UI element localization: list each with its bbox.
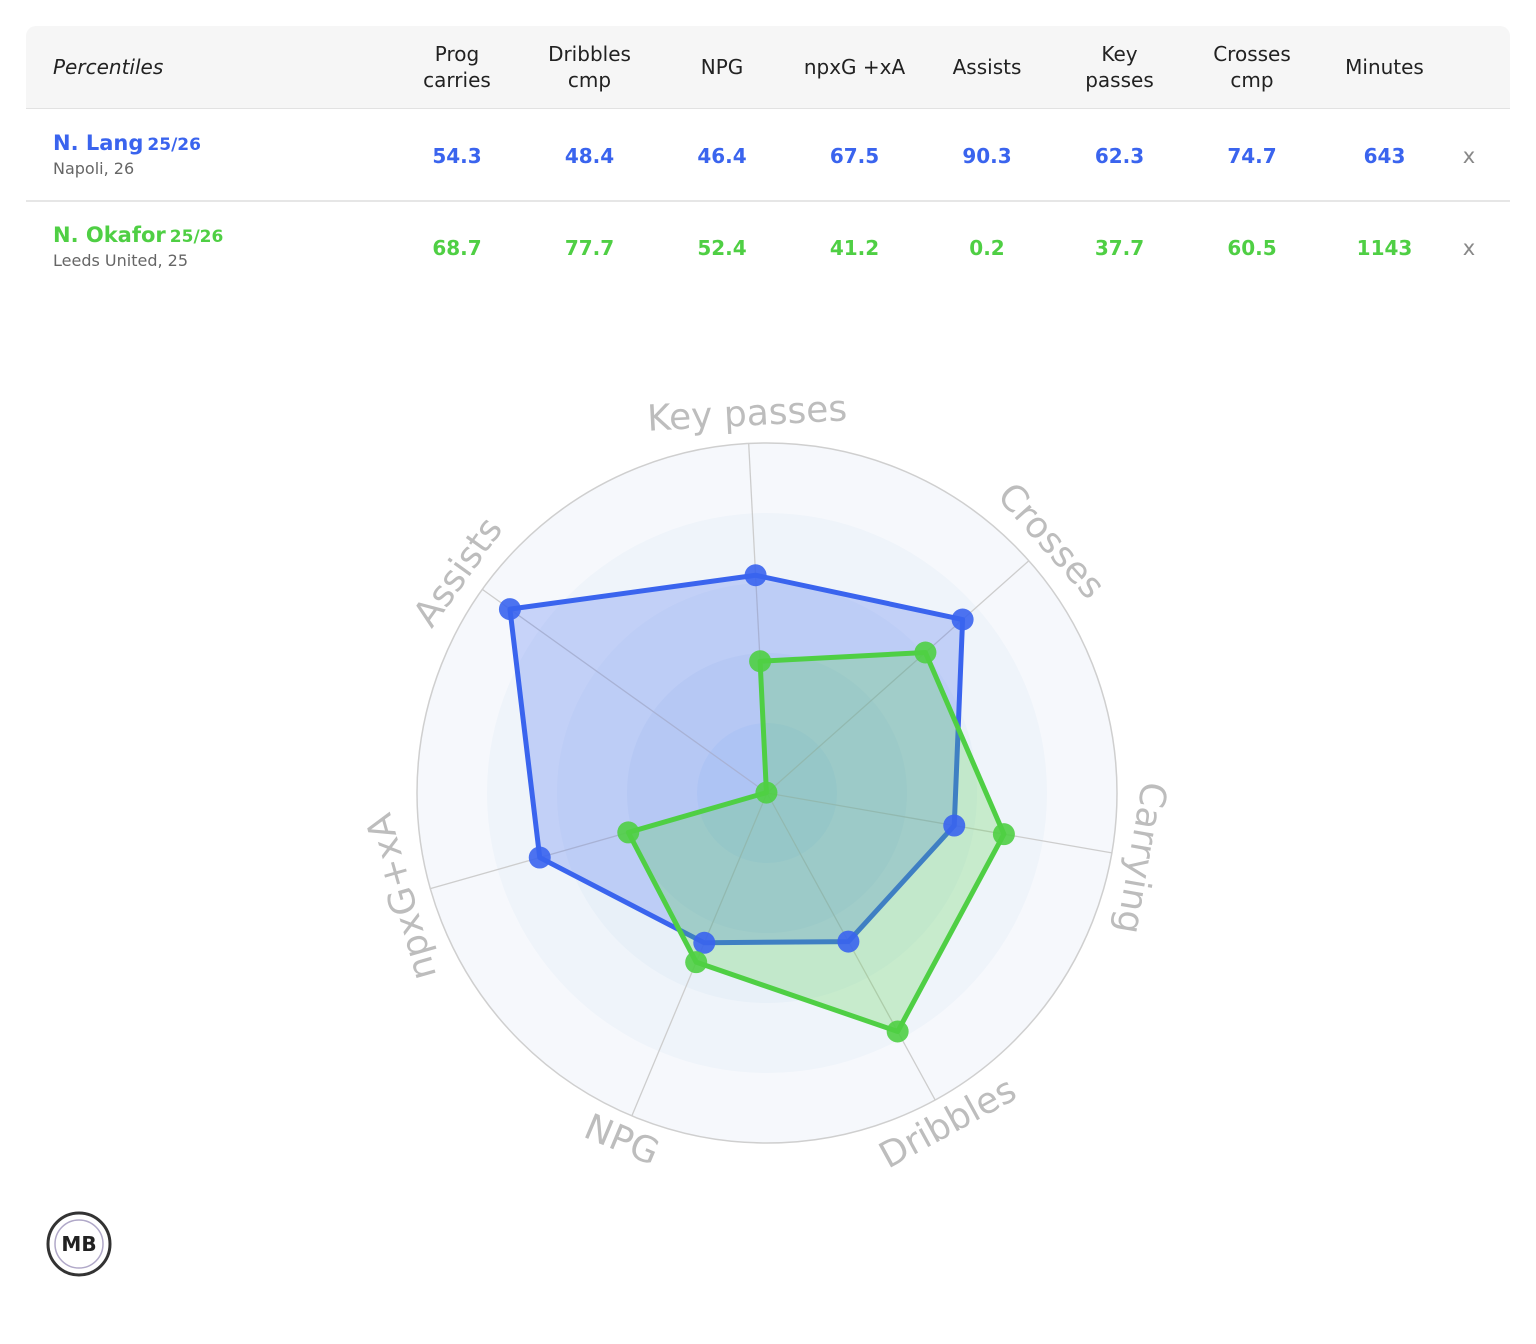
- axis-label: Crosses: [989, 475, 1112, 607]
- row-separator: [26, 200, 1510, 202]
- data-point: [951, 608, 974, 631]
- data-point: [685, 951, 708, 974]
- data-point: [755, 781, 778, 804]
- column-header: Dribbles cmp: [548, 42, 631, 92]
- data-point: [886, 1020, 909, 1043]
- axis-spoke: [631, 792, 768, 1117]
- player-info: Napoli, 26: [53, 159, 135, 178]
- axis-spoke: [748, 443, 768, 794]
- name: N. Lang: [53, 131, 144, 155]
- player-name: N. Lang 25/26: [53, 131, 201, 155]
- data-point: [943, 814, 966, 837]
- stat-value: 77.7: [564, 236, 615, 260]
- grid-ring: [557, 583, 977, 1003]
- axis-spoke: [430, 792, 768, 890]
- comparison-table: Percentiles Prog carries Dribbles cmp NPG np…: [26, 26, 1510, 292]
- grid-ring: [416, 442, 1118, 1144]
- remove-button[interactable]: x: [1462, 236, 1476, 260]
- column-header: Percentiles: [53, 55, 164, 79]
- player-info: Leeds United, 25: [53, 251, 188, 270]
- stat-value: 0.2: [969, 236, 1005, 260]
- stat-value: 41.2: [829, 236, 880, 260]
- logo: MB: [46, 1211, 112, 1277]
- stat-value: 37.7: [1094, 236, 1145, 260]
- column-header: npxG +xA: [803, 55, 906, 79]
- stat-value: 48.4: [564, 144, 615, 168]
- data-point: [744, 564, 767, 587]
- season: 25/26: [169, 227, 224, 247]
- logo-text: MB: [61, 1232, 96, 1256]
- data-point: [837, 930, 860, 953]
- season: 25/26: [147, 135, 201, 155]
- column-header: Crosses cmp: [1213, 42, 1291, 92]
- data-point: [693, 931, 716, 954]
- series-area: [507, 572, 966, 946]
- grid-ring: [697, 723, 837, 863]
- axis-label: Key passes: [646, 388, 848, 439]
- axis-label: Assists: [406, 510, 511, 635]
- stat-value: 62.3: [1094, 144, 1145, 168]
- player-name: N. Okafor 25/26: [53, 223, 223, 247]
- series-area: [625, 649, 1007, 1035]
- axis-label: NPG: [578, 1107, 664, 1174]
- axis-label: Dribbles: [873, 1069, 1023, 1177]
- stat-value: 74.7: [1227, 144, 1277, 168]
- name: N. Okafor: [53, 223, 166, 247]
- grid-ring: [487, 513, 1047, 1073]
- stat-value: 68.7: [432, 236, 482, 260]
- stat-value: 1143: [1356, 236, 1413, 260]
- axis-label: npxG+xA: [359, 809, 445, 985]
- column-header: Minutes: [1345, 55, 1424, 79]
- stat-value: 52.4: [697, 236, 747, 260]
- axis-label: Carrying: [1108, 779, 1175, 937]
- column-header: Assists: [952, 55, 1022, 79]
- data-point: [914, 641, 937, 664]
- grid-ring: [627, 653, 907, 933]
- data-point: [498, 598, 521, 621]
- axis-spoke: [481, 588, 768, 794]
- data-point: [749, 650, 772, 673]
- data-point: [992, 823, 1015, 846]
- stat-value: 54.3: [432, 144, 482, 168]
- column-header: Prog carries: [423, 42, 491, 92]
- stat-value: 46.4: [697, 144, 747, 168]
- stat-value: 67.5: [829, 144, 880, 168]
- column-header: Key passes: [1085, 42, 1154, 92]
- stat-value: 90.3: [962, 144, 1012, 168]
- data-point: [528, 846, 551, 869]
- column-header: NPG: [700, 55, 744, 79]
- axis-spoke: [766, 792, 936, 1101]
- table-header: Percentiles Prog carries Dribbles cmp NPG np…: [26, 26, 1510, 109]
- axis-spoke: [766, 792, 1112, 854]
- axis-spoke: [766, 560, 1030, 794]
- stat-value: 60.5: [1227, 236, 1277, 260]
- stat-value: 643: [1363, 144, 1406, 168]
- data-point: [617, 821, 640, 844]
- remove-button[interactable]: x: [1462, 144, 1476, 168]
